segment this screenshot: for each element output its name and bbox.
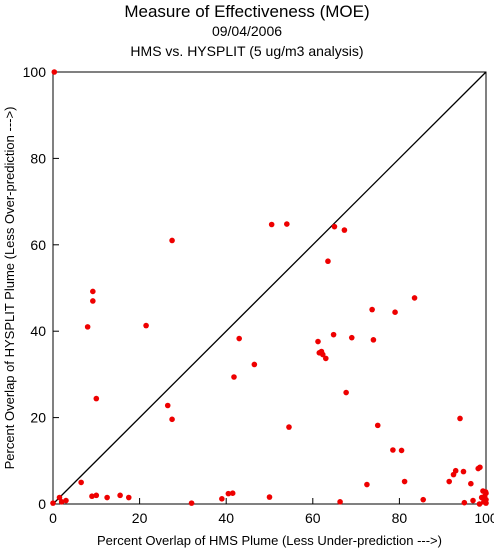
data-point	[90, 288, 96, 295]
data-point	[104, 494, 110, 501]
data-point	[325, 258, 331, 265]
data-point	[50, 500, 56, 506]
x-tick-label: 60	[305, 510, 321, 526]
data-point	[231, 374, 237, 380]
chart-date: 09/04/2006	[211, 23, 283, 39]
chart-subtitle: HMS vs. HYSPLIT (5 ug/m3 analysis)	[130, 43, 364, 59]
data-point	[401, 478, 408, 485]
data-point	[370, 337, 377, 343]
plot-frame	[52, 71, 487, 505]
data-point	[117, 492, 123, 499]
data-point	[315, 338, 321, 345]
data-point	[266, 494, 273, 500]
y-axis-label: Percent Overlap of HYSPLIT Plume (Less O…	[2, 107, 17, 470]
x-axis-label: Percent Overlap of HMS Plume (Less Under…	[97, 533, 442, 548]
data-point	[229, 490, 236, 497]
x-tick-label: 20	[132, 510, 148, 526]
data-point	[219, 496, 225, 502]
x-tick-label: 100	[474, 510, 494, 526]
data-point	[58, 499, 65, 505]
data-point	[164, 402, 171, 409]
data-point	[63, 497, 69, 504]
data-points	[50, 69, 489, 507]
data-point	[369, 306, 375, 313]
data-point	[188, 500, 195, 506]
data-point	[268, 221, 275, 228]
data-point	[236, 335, 242, 342]
data-point	[374, 422, 381, 429]
data-point	[461, 499, 468, 506]
data-point	[89, 493, 95, 500]
y-tick-label: 80	[30, 150, 46, 166]
data-point	[468, 480, 474, 487]
data-point	[78, 479, 84, 486]
y-axis-ticks: 0 20 40 60 80 100	[23, 64, 59, 512]
data-point	[392, 309, 398, 315]
data-point	[322, 355, 329, 362]
chart-title: Measure of Effectiveness (MOE)	[124, 2, 370, 21]
data-point	[51, 69, 58, 75]
y-tick-label: 100	[23, 64, 47, 80]
data-point	[84, 324, 91, 330]
data-point	[476, 501, 483, 507]
reference-line-y-equals-x	[52, 71, 487, 505]
data-point	[343, 389, 349, 396]
data-point	[90, 298, 96, 304]
data-point	[286, 424, 292, 430]
data-point	[457, 415, 463, 422]
x-axis-ticks: 0 20 40 60 80 100	[49, 498, 494, 526]
data-point	[93, 395, 100, 402]
data-point	[390, 447, 396, 453]
data-point	[348, 334, 355, 341]
data-point	[420, 496, 427, 503]
data-point	[169, 237, 175, 244]
data-point	[93, 492, 100, 499]
data-point	[341, 227, 348, 233]
data-point	[483, 490, 489, 497]
x-tick-label: 0	[49, 510, 57, 526]
y-tick-label: 0	[38, 496, 46, 512]
x-tick-label: 80	[392, 510, 408, 526]
data-point	[56, 494, 63, 501]
data-point	[125, 494, 132, 501]
data-point	[483, 496, 489, 503]
data-point	[452, 467, 459, 474]
y-tick-label: 60	[30, 237, 46, 253]
data-point	[411, 295, 418, 301]
y-tick-label: 40	[30, 323, 46, 339]
x-tick-label: 40	[218, 510, 234, 526]
data-point	[169, 416, 175, 423]
data-point	[477, 464, 483, 471]
data-point	[460, 468, 467, 475]
data-point	[337, 499, 343, 505]
data-point	[284, 221, 290, 227]
data-point	[225, 490, 232, 497]
data-point	[251, 361, 258, 368]
y-tick-label: 20	[30, 410, 46, 426]
data-point	[330, 331, 337, 338]
data-point	[470, 497, 476, 504]
data-point	[364, 481, 370, 488]
data-point	[331, 223, 338, 230]
data-point	[446, 478, 452, 485]
data-point	[143, 322, 149, 329]
data-point	[398, 447, 405, 454]
data-point	[319, 351, 326, 358]
